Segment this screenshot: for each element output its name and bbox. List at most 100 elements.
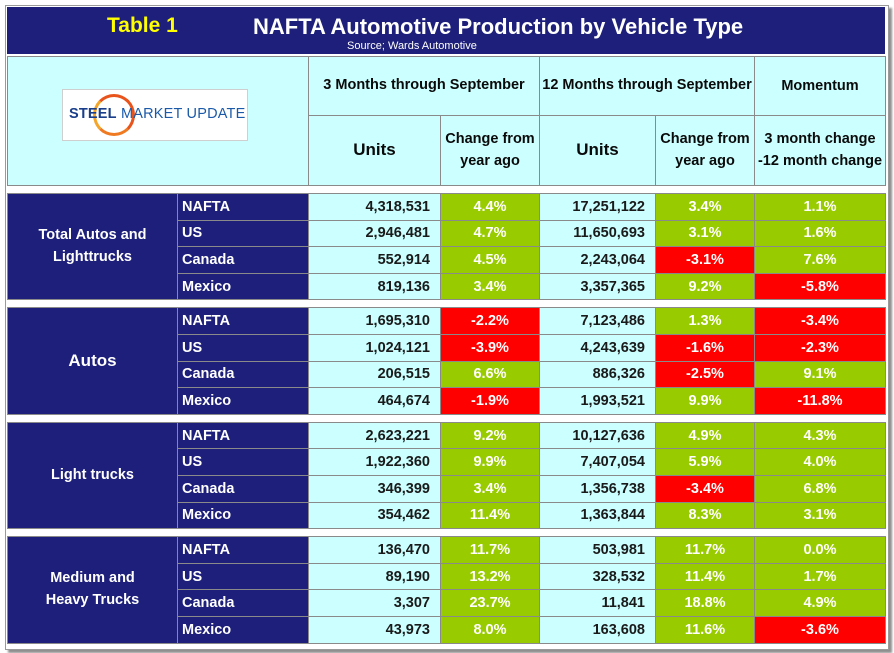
units-12-months: 3,357,365 bbox=[539, 272, 656, 301]
table-row: Autos NAFTA 1,695,310 -2.2% 7,123,486 1.3% -3.… bbox=[7, 307, 886, 415]
units-3-months: 3,307 bbox=[308, 589, 441, 617]
table-row: US 2,946,481 4.7% 11,650,693 3.1% 1.6% bbox=[8, 219, 886, 248]
momentum-value: 0.0% bbox=[754, 536, 886, 564]
change-3-months: 11.7% bbox=[440, 536, 540, 564]
title-bar: Table 1 NAFTA Automotive Production by V… bbox=[7, 7, 885, 54]
change-12-months: 9.2% bbox=[655, 272, 755, 301]
region-label: NAFTA bbox=[177, 307, 309, 335]
table-row: Canada 3,307 23.7% 11,841 18.8% 4.9% bbox=[8, 589, 886, 617]
change-3-months: 4.5% bbox=[440, 246, 540, 274]
table-row: Canada 346,399 3.4% 1,356,738 -3.4% 6.8% bbox=[8, 474, 886, 503]
table-row: Total Autos and Lighttrucks NAFTA 4,318,53… bbox=[7, 192, 886, 301]
change-12-months: 18.8% bbox=[655, 589, 755, 617]
momentum-value: 1.1% bbox=[754, 193, 886, 221]
region-label: US bbox=[177, 562, 309, 591]
table-row: Canada 206,515 6.6% 886,326 -2.5% 9.1% bbox=[8, 360, 886, 389]
region-label: Mexico bbox=[177, 501, 309, 530]
units-3-months: 206,515 bbox=[308, 360, 441, 389]
change-3-months: -3.9% bbox=[440, 333, 540, 362]
group-spacer bbox=[7, 185, 886, 194]
table-row: Medium and Heavy Trucks NAFTA 136,470 11.7%… bbox=[7, 536, 886, 644]
units-12-months: 328,532 bbox=[539, 562, 656, 591]
change-12-months: -1.6% bbox=[655, 333, 755, 362]
momentum-value: 3.1% bbox=[754, 501, 886, 530]
units-12-months: 10,127,636 bbox=[539, 421, 656, 450]
change-12-months: 3.1% bbox=[655, 219, 755, 248]
change-3-months: 6.6% bbox=[440, 360, 540, 389]
region-label: Canada bbox=[177, 474, 309, 503]
group-label: Total Autos and Lighttrucks bbox=[7, 192, 178, 301]
table-number: Table 1 bbox=[107, 14, 178, 37]
units-3-months: 1,695,310 bbox=[308, 307, 441, 335]
change-3-months: 23.7% bbox=[440, 589, 540, 617]
momentum-value: 1.7% bbox=[754, 562, 886, 591]
steel-market-update-logo: STEEL MARKET UPDATE bbox=[62, 89, 248, 141]
units-3-months: 819,136 bbox=[308, 272, 441, 301]
momentum-value: -2.3% bbox=[754, 333, 886, 362]
table-row: Canada 552,914 4.5% 2,243,064 -3.1% 7.6% bbox=[8, 246, 886, 274]
region-label: US bbox=[177, 333, 309, 362]
spacer-cell bbox=[7, 413, 886, 423]
change-3-months: 8.0% bbox=[440, 615, 540, 644]
change-3-months: -1.9% bbox=[440, 387, 540, 415]
production-table: 3 Months through September 12 Months thr… bbox=[7, 56, 886, 644]
change-12-months: 4.9% bbox=[655, 421, 755, 450]
group-spacer bbox=[7, 528, 886, 538]
momentum-value: -5.8% bbox=[754, 272, 886, 301]
momentum-value: -3.4% bbox=[754, 307, 886, 335]
header-units-12m: Units bbox=[539, 115, 656, 186]
units-3-months: 1,024,121 bbox=[308, 333, 441, 362]
region-label: Mexico bbox=[177, 387, 309, 415]
region-label: NAFTA bbox=[177, 193, 309, 221]
header-change-3m: Change from year ago bbox=[440, 115, 540, 186]
group-spacer bbox=[7, 413, 886, 423]
change-12-months: -2.5% bbox=[655, 360, 755, 389]
region-label: Canada bbox=[177, 589, 309, 617]
table-row: Mexico 43,973 8.0% 163,608 11.6% -3.6% bbox=[8, 615, 886, 644]
group-label: Autos bbox=[7, 307, 178, 415]
source-note: Source; Wards Automotive bbox=[347, 40, 477, 52]
region-label: US bbox=[177, 219, 309, 248]
units-3-months: 346,399 bbox=[308, 474, 441, 503]
change-12-months: 11.7% bbox=[655, 536, 755, 564]
region-label: NAFTA bbox=[177, 536, 309, 564]
units-12-months: 1,356,738 bbox=[539, 474, 656, 503]
region-label: Canada bbox=[177, 360, 309, 389]
group-label: Light trucks bbox=[7, 421, 178, 530]
units-3-months: 4,318,531 bbox=[308, 193, 441, 221]
change-12-months: 11.4% bbox=[655, 562, 755, 591]
units-12-months: 11,841 bbox=[539, 589, 656, 617]
change-12-months: -3.4% bbox=[655, 474, 755, 503]
momentum-value: -11.8% bbox=[754, 387, 886, 415]
momentum-value: 9.1% bbox=[754, 360, 886, 389]
momentum-value: 6.8% bbox=[754, 474, 886, 503]
momentum-value: 7.6% bbox=[754, 246, 886, 274]
momentum-value: 4.0% bbox=[754, 448, 886, 476]
units-3-months: 354,462 bbox=[308, 501, 441, 530]
units-3-months: 89,190 bbox=[308, 562, 441, 591]
change-3-months: 11.4% bbox=[440, 501, 540, 530]
change-12-months: 5.9% bbox=[655, 448, 755, 476]
header-momentum: Momentum bbox=[754, 56, 886, 116]
units-3-months: 136,470 bbox=[308, 536, 441, 564]
change-12-months: 9.9% bbox=[655, 387, 755, 415]
table-row: US 89,190 13.2% 328,532 11.4% 1.7% bbox=[8, 562, 886, 591]
units-3-months: 2,623,221 bbox=[308, 421, 441, 450]
units-3-months: 43,973 bbox=[308, 615, 441, 644]
momentum-value: 4.9% bbox=[754, 589, 886, 617]
region-label: NAFTA bbox=[177, 421, 309, 450]
units-12-months: 7,123,486 bbox=[539, 307, 656, 335]
header-3-months: 3 Months through September bbox=[308, 56, 540, 116]
units-12-months: 1,993,521 bbox=[539, 387, 656, 415]
units-12-months: 1,363,844 bbox=[539, 501, 656, 530]
units-12-months: 2,243,064 bbox=[539, 246, 656, 274]
momentum-value: 4.3% bbox=[754, 421, 886, 450]
header-momentum-sub: 3 month change -12 month change bbox=[754, 115, 886, 186]
group-label: Medium and Heavy Trucks bbox=[7, 536, 178, 644]
group-spacer bbox=[7, 299, 886, 309]
header-12-months: 12 Months through September bbox=[539, 56, 755, 116]
units-3-months: 2,946,481 bbox=[308, 219, 441, 248]
region-label: Mexico bbox=[177, 615, 309, 644]
units-12-months: 11,650,693 bbox=[539, 219, 656, 248]
change-3-months: 13.2% bbox=[440, 562, 540, 591]
